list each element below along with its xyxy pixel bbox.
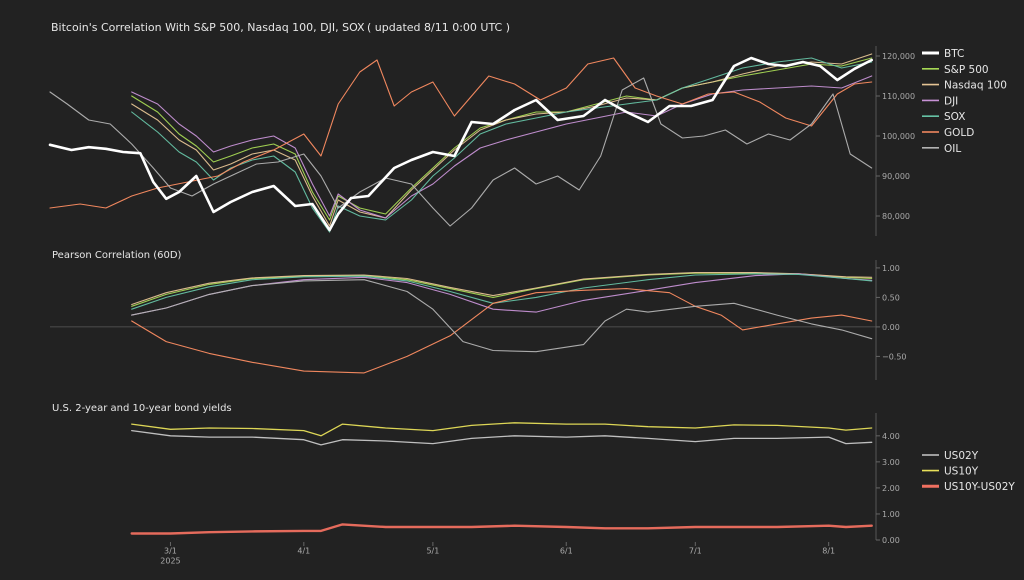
y-tick-label-correlation: 0.00	[882, 323, 900, 332]
y-tick-label-yields: 3.00	[882, 458, 900, 467]
y-tick-label-price: 90,000	[882, 172, 910, 181]
legend-label-dji: DJI	[944, 95, 958, 107]
y-tick-label-price: 120,000	[882, 52, 915, 61]
y-tick-label-yields: 2.00	[882, 484, 900, 493]
series-line-sox	[131, 57, 873, 233]
series-line-nasdaq-100	[131, 272, 873, 306]
legend-label-us10y: US10Y	[944, 466, 979, 478]
series-line-gold	[49, 57, 873, 209]
y-tick-label-correlation: 0.50	[882, 293, 900, 302]
legend-label-s-p-500: S&P 500	[944, 64, 989, 76]
y-tick-label-yields: 0.00	[882, 536, 900, 545]
series-line-us02y	[131, 429, 873, 446]
x-tick-label: 7/1	[689, 547, 702, 556]
y-tick-label-price: 80,000	[882, 212, 910, 221]
series-line-gold	[131, 288, 873, 374]
y-tick-label-price: 110,000	[882, 92, 915, 101]
y-tick-label-correlation: 1.00	[882, 264, 900, 273]
legend-label-gold: GOLD	[944, 127, 974, 139]
x-tick-label: 3/1	[164, 547, 177, 556]
series-line-us10y	[131, 422, 873, 437]
legend-label-sox: SOX	[944, 111, 965, 123]
x-year-label: 2025	[160, 557, 180, 566]
y-tick-label-correlation: −0.50	[882, 352, 907, 361]
panel-title-yields: U.S. 2-year and 10-year bond yields	[52, 403, 232, 414]
y-tick-label-price: 100,000	[882, 132, 915, 141]
series-line-oil	[131, 279, 873, 353]
legend-label-nasdaq-100: Nasdaq 100	[944, 80, 1007, 92]
panel-title-correlation: Pearson Correlation (60D)	[52, 250, 182, 261]
series-line-us10y-us02y	[130, 523, 873, 535]
x-tick-label: 5/1	[426, 547, 439, 556]
series-line-btc	[48, 56, 874, 232]
page-title: Bitcoin's Correlation With S&P 500, Nasd…	[51, 21, 365, 34]
legend-label-oil: OIL	[944, 143, 961, 155]
y-tick-label-yields: 1.00	[882, 510, 900, 519]
series-line-nasdaq-100	[131, 53, 873, 227]
legend-label-btc: BTC	[944, 48, 964, 60]
y-tick-label-yields: 4.00	[882, 432, 900, 441]
x-tick-label: 8/1	[822, 547, 835, 556]
series-line-oil	[49, 77, 873, 227]
legend-label-us10y-us02y: US10Y-US02Y	[944, 481, 1015, 493]
x-tick-label: 6/1	[560, 547, 573, 556]
legend-label-us02y: US02Y	[944, 450, 979, 462]
x-tick-label: 4/1	[297, 547, 310, 556]
updated-label: ( updated 8/11 0:00 UTC )	[367, 21, 510, 34]
